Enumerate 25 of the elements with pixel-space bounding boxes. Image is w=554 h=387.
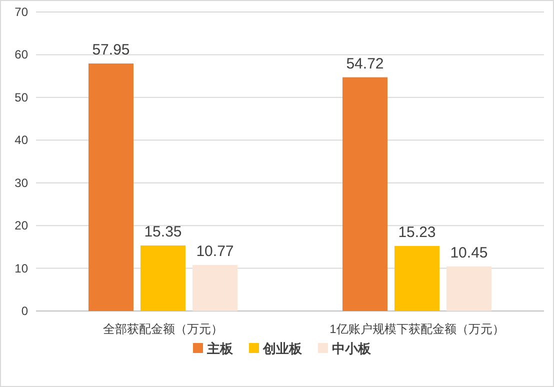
bar [140, 245, 186, 311]
y-tick-label: 10 [14, 261, 28, 276]
bar [342, 77, 388, 311]
bar [446, 266, 492, 311]
x-tick-label: 1亿账户规模下获配金额（万元） [330, 322, 504, 336]
x-tick-label: 全部获配金额（万元） [103, 322, 223, 336]
y-tick-label: 0 [21, 304, 28, 318]
legend-label: 中小板 [332, 341, 372, 356]
y-tick-label: 20 [14, 218, 28, 233]
data-label: 15.23 [398, 224, 436, 241]
y-tick-label: 50 [14, 90, 28, 104]
bar [192, 264, 238, 311]
data-label: 54.72 [346, 55, 384, 72]
data-label: 15.35 [144, 223, 182, 240]
bar [394, 246, 440, 311]
y-tick-label: 60 [14, 48, 28, 62]
legend-label: 创业板 [262, 341, 303, 356]
bar [88, 63, 134, 311]
y-tick-label: 30 [14, 176, 28, 190]
data-label: 57.95 [92, 41, 130, 58]
data-label: 10.77 [196, 242, 234, 260]
y-tick-label: 70 [14, 5, 28, 19]
legend-label: 主板 [206, 341, 234, 356]
data-label: 10.45 [450, 244, 488, 262]
y-tick-label: 40 [14, 133, 28, 148]
